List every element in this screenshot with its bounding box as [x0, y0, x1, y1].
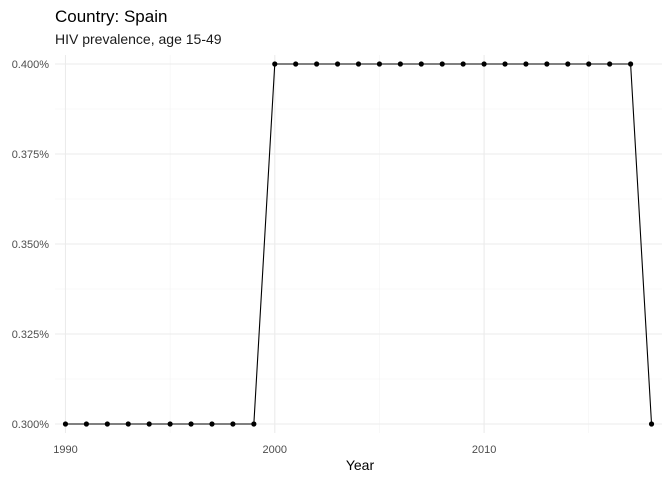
- data-point: [125, 421, 131, 427]
- data-point: [104, 421, 110, 427]
- data-point: [293, 61, 299, 67]
- gridlines: [55, 55, 662, 433]
- y-tick-label: 0.375%: [12, 149, 50, 161]
- data-point: [167, 421, 173, 427]
- data-point: [376, 61, 383, 67]
- data-point: [418, 61, 424, 67]
- data-point: [230, 421, 236, 427]
- x-tick-label: 2000: [263, 444, 287, 456]
- data-point: [544, 61, 550, 67]
- data-point: [523, 61, 529, 67]
- data-point: [607, 61, 613, 67]
- x-tick-label: 1990: [53, 444, 77, 456]
- data-series: [62, 61, 655, 427]
- data-point: [648, 421, 655, 427]
- y-tick-label: 0.400%: [12, 59, 50, 71]
- data-point: [502, 61, 508, 67]
- chart-subtitle: HIV prevalence, age 15-49: [55, 31, 222, 47]
- data-point: [251, 421, 257, 427]
- data-point: [272, 61, 278, 67]
- data-point: [146, 421, 152, 427]
- data-point: [439, 61, 445, 67]
- x-axis-title: Year: [346, 457, 375, 473]
- data-point: [628, 61, 634, 67]
- data-point: [188, 421, 194, 427]
- y-tick-label: 0.325%: [12, 329, 50, 341]
- data-point: [481, 61, 487, 67]
- data-point: [355, 61, 362, 67]
- data-point: [209, 421, 215, 427]
- data-point: [586, 61, 592, 67]
- y-axis-tick-labels: 0.300% 0.325% 0.350% 0.375% 0.400%: [12, 59, 50, 431]
- data-point: [314, 61, 320, 67]
- data-point: [62, 421, 69, 427]
- y-tick-label: 0.300%: [12, 419, 50, 431]
- y-tick-label: 0.350%: [12, 239, 50, 251]
- data-point: [565, 61, 571, 67]
- x-axis-tick-labels: 1990 2000 2010: [53, 444, 496, 456]
- x-tick-label: 2010: [472, 444, 496, 456]
- data-point: [397, 61, 403, 67]
- chart-title: Country: Spain: [55, 7, 167, 26]
- data-point: [83, 421, 89, 427]
- data-point: [334, 61, 341, 67]
- data-point: [460, 61, 466, 67]
